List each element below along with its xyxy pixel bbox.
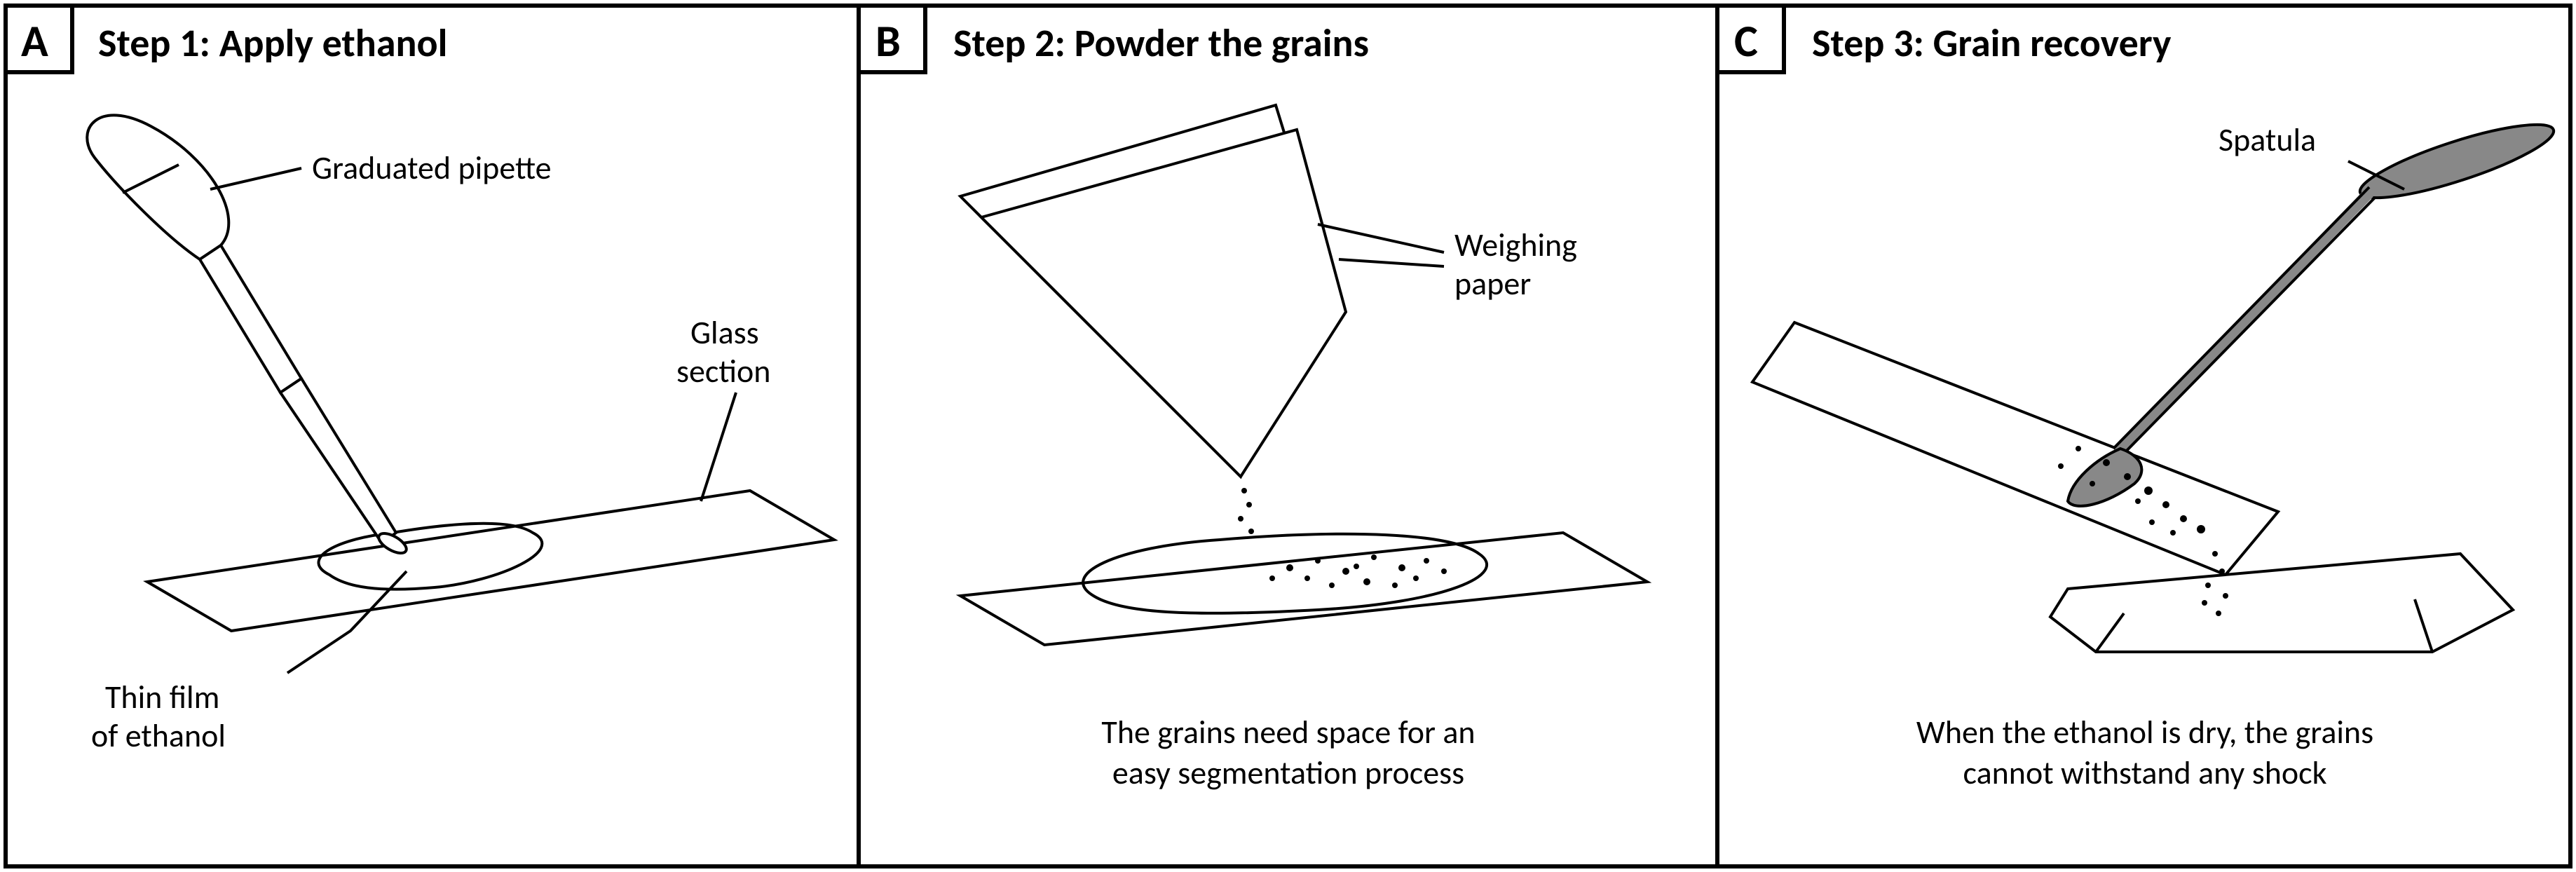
label-glass-1: Glass bbox=[690, 313, 759, 353]
label-film-2: of ethanol bbox=[91, 716, 226, 756]
panel-c-title: Step 3: Grain recovery bbox=[1812, 20, 2172, 67]
label-glass-2: section bbox=[676, 352, 770, 391]
glass-slide-b bbox=[960, 533, 1647, 645]
label-spatula: Spatula bbox=[2219, 121, 2316, 160]
spatula-icon bbox=[2068, 111, 2560, 506]
panel-b-caption-1: The grains need space for an bbox=[1101, 713, 1475, 752]
panel-b: B Step 2: Powder the grains We bbox=[859, 6, 1717, 866]
label-film-1: Thin film bbox=[105, 678, 219, 717]
label-pipette: Graduated pipette bbox=[312, 149, 552, 188]
glass-slide-a bbox=[147, 491, 834, 631]
panel-c-letter: C bbox=[1734, 14, 1758, 69]
label-weighing-2: paper bbox=[1454, 264, 1531, 304]
weighing-paper-icon bbox=[960, 105, 1346, 477]
panel-c-caption-2: cannot withstand any shock bbox=[1963, 754, 2327, 793]
weighing-boat-icon bbox=[2050, 554, 2513, 652]
procedure-diagram: A Step 1: Apply ethanol Graduated pipett… bbox=[0, 0, 2576, 872]
panel-a-letter: A bbox=[21, 14, 48, 69]
panel-c-caption-1: When the ethanol is dry, the grains bbox=[1916, 713, 2373, 752]
label-weighing-1: Weighing bbox=[1454, 226, 1577, 265]
panel-b-title: Step 2: Powder the grains bbox=[953, 20, 1369, 67]
panel-b-caption-2: easy segmentation process bbox=[1112, 754, 1464, 793]
falling-grains bbox=[1238, 488, 1254, 534]
panel-a: A Step 1: Apply ethanol Graduated pipett… bbox=[6, 6, 859, 866]
panel-a-title: Step 1: Apply ethanol bbox=[98, 20, 447, 67]
panel-c: C Step 3: Grain recovery bbox=[1717, 6, 2560, 793]
panel-b-letter: B bbox=[875, 14, 901, 69]
ethanol-film bbox=[318, 524, 542, 590]
